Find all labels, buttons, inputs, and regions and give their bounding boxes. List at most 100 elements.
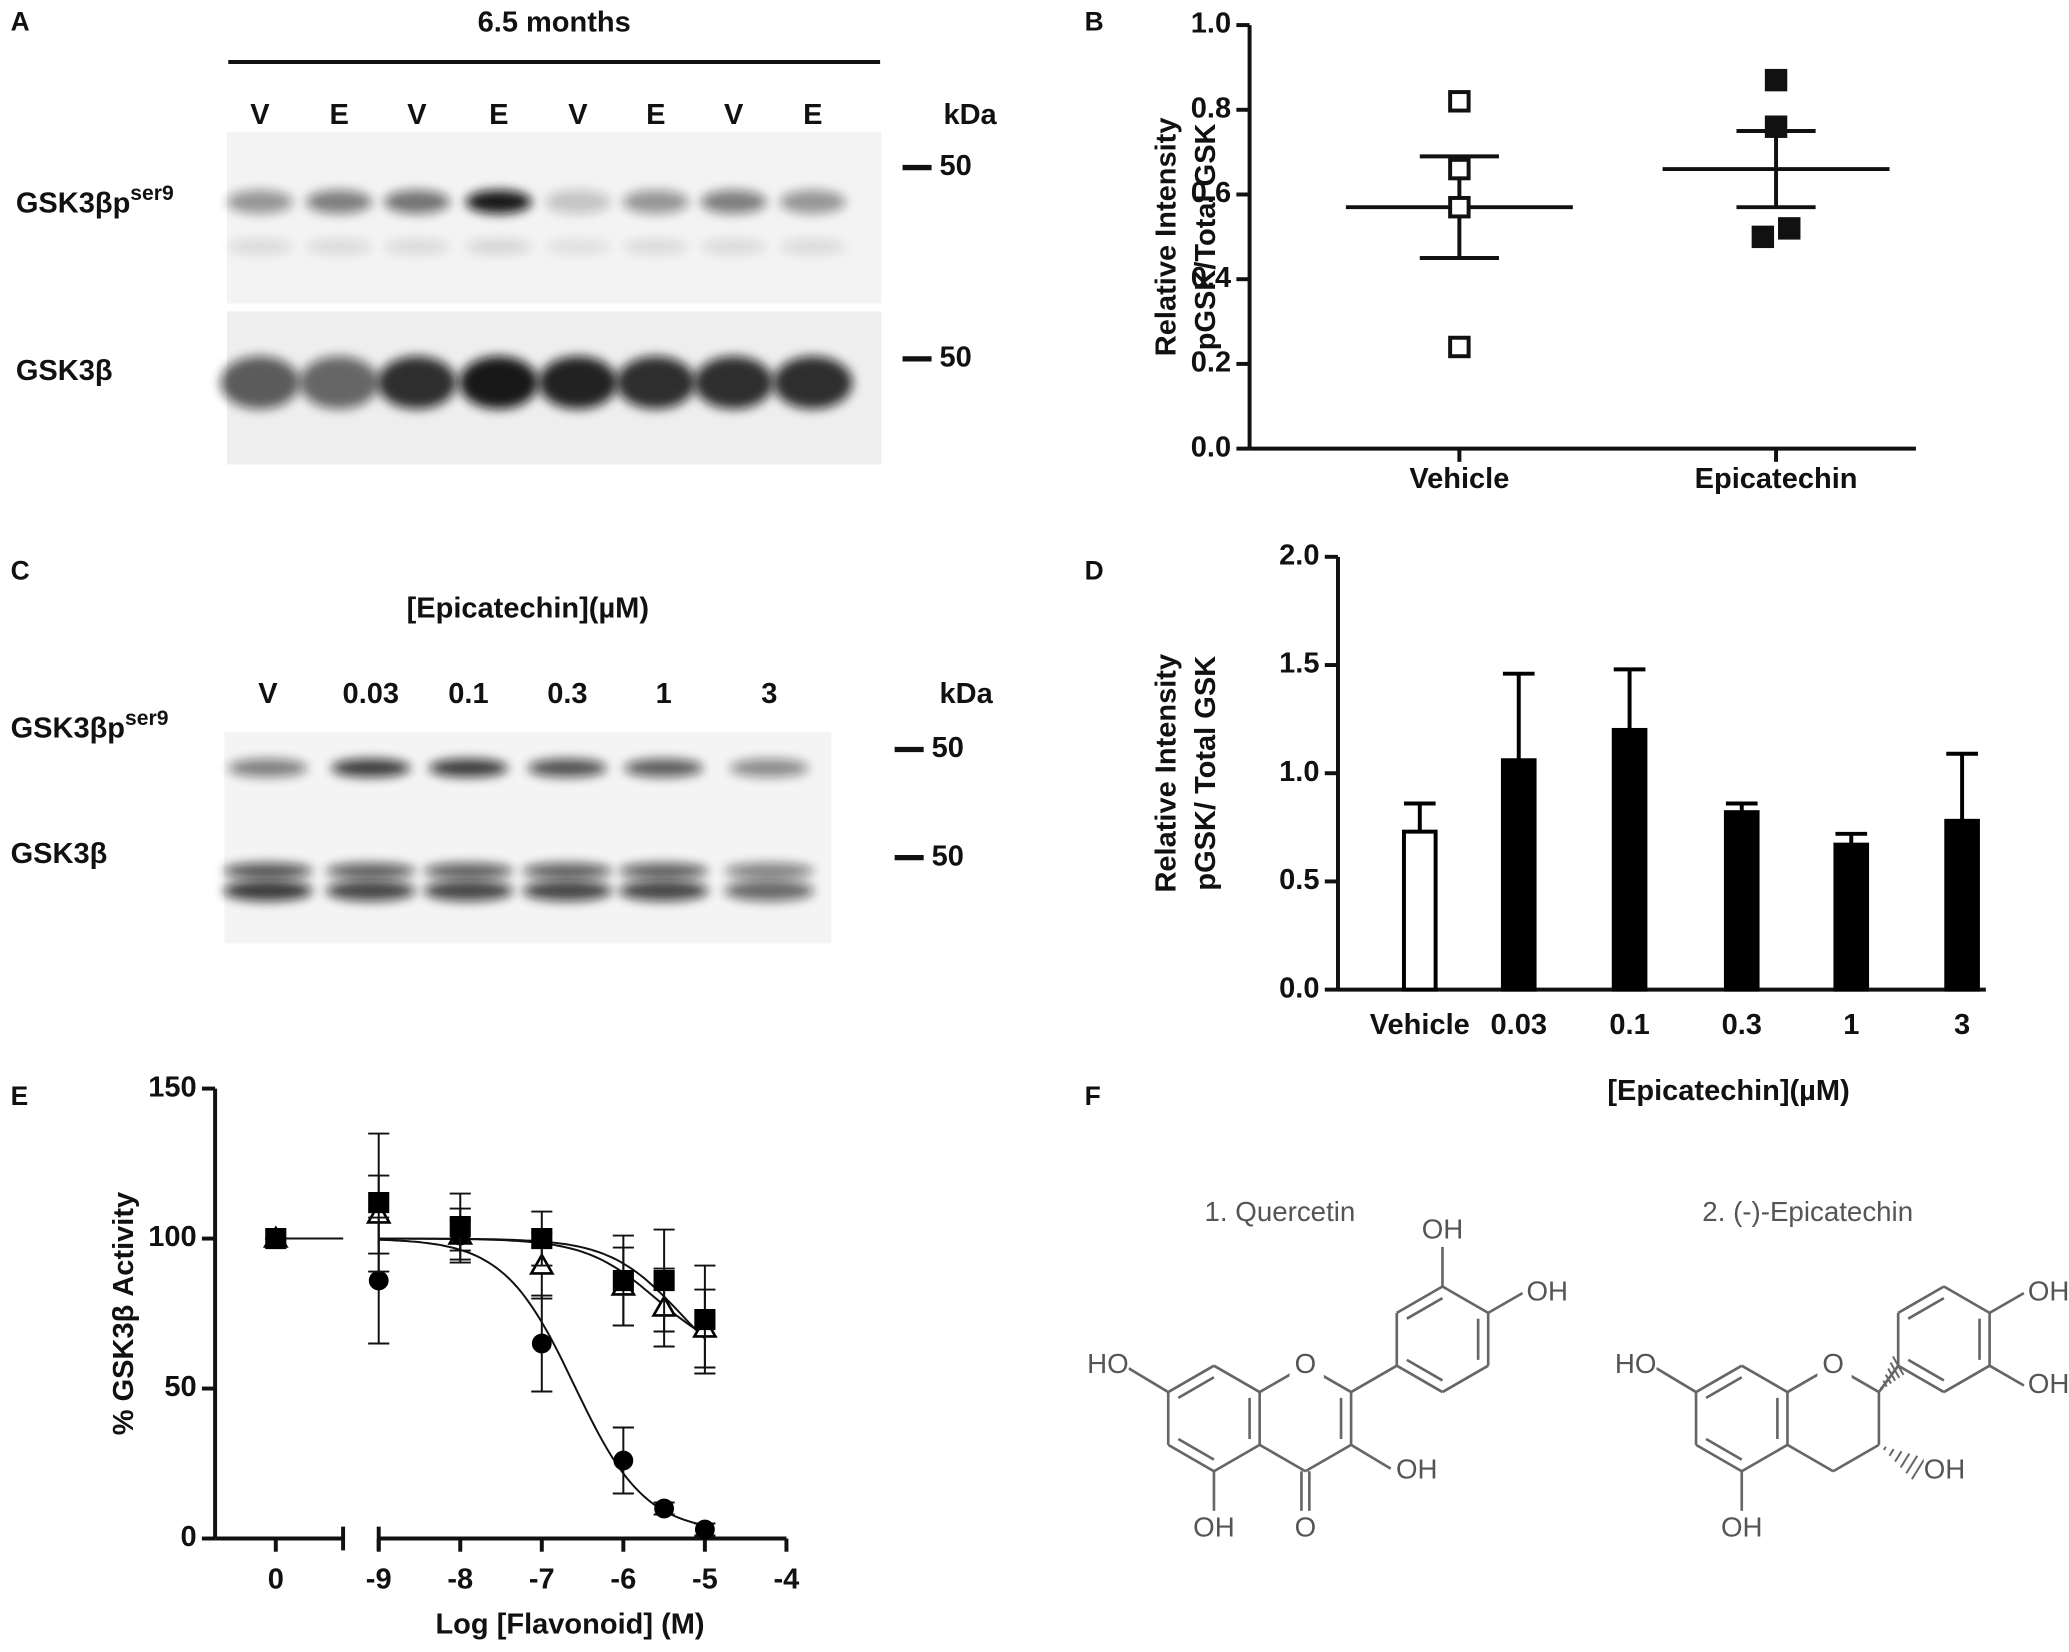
bond bbox=[1889, 1361, 1901, 1379]
lane-label: E bbox=[489, 99, 508, 131]
data-point bbox=[531, 1333, 552, 1354]
band bbox=[779, 190, 846, 214]
blot-c: [Epicatechin](µM) V 0.03 0.1 0.3 1 3 kDa GSK3βps… bbox=[11, 592, 994, 944]
bond bbox=[1441, 1285, 1489, 1315]
band bbox=[618, 862, 709, 879]
bond bbox=[1899, 1453, 1911, 1469]
data-point bbox=[1764, 115, 1788, 138]
row-label: GSK3β bbox=[16, 355, 113, 387]
lane-label: E bbox=[329, 99, 348, 131]
bond bbox=[1406, 1358, 1444, 1382]
lane-label: V bbox=[258, 678, 278, 710]
row-name: GSK3βp bbox=[16, 187, 130, 219]
blot-title: [Epicatechin](µM) bbox=[407, 592, 649, 624]
y-tick-label: 1.5 bbox=[1279, 648, 1319, 680]
band bbox=[423, 862, 514, 879]
x-tick-label: 0.03 bbox=[1491, 1009, 1547, 1041]
row-name: GSK3βp bbox=[11, 712, 125, 744]
label-bg bbox=[1198, 1514, 1233, 1544]
atom-label: OH bbox=[1193, 1512, 1235, 1543]
bond bbox=[1350, 1443, 1392, 1470]
blot-background bbox=[226, 131, 882, 304]
y-tick-label: 100 bbox=[148, 1221, 196, 1253]
band bbox=[773, 356, 853, 410]
band bbox=[459, 356, 539, 410]
bond bbox=[1396, 1364, 1444, 1394]
row-superscript: ser9 bbox=[130, 182, 173, 205]
bond bbox=[1943, 1364, 1991, 1394]
bond bbox=[1883, 1446, 1887, 1451]
lane-label: 1 bbox=[656, 678, 672, 710]
atom-label: O bbox=[1295, 1512, 1317, 1543]
bond bbox=[1705, 1376, 1743, 1400]
bond bbox=[1259, 1443, 1307, 1473]
marker-label: 50 bbox=[932, 732, 964, 764]
band bbox=[306, 190, 373, 214]
panel-label: D bbox=[1085, 556, 1104, 586]
band bbox=[779, 238, 846, 255]
band bbox=[538, 356, 618, 410]
panel-label: B bbox=[1085, 7, 1104, 37]
bond bbox=[1897, 1285, 1945, 1315]
x-tick-label: Epicatechin bbox=[1695, 463, 1858, 495]
bond bbox=[1213, 1364, 1261, 1394]
structure-name: 1. Quercetin bbox=[1205, 1196, 1356, 1227]
x-tick-label: 0.3 bbox=[1722, 1009, 1762, 1041]
band bbox=[428, 758, 509, 778]
bond bbox=[1880, 1386, 1884, 1390]
error-bar bbox=[1502, 671, 1535, 761]
atom-label: OH bbox=[1721, 1512, 1763, 1543]
label-bg bbox=[1395, 1456, 1431, 1486]
y-tick-label: 0.0 bbox=[1279, 972, 1319, 1004]
band bbox=[700, 238, 767, 255]
band bbox=[622, 190, 689, 214]
atom-label: OH bbox=[1526, 1275, 1568, 1306]
band bbox=[223, 862, 313, 879]
data-point bbox=[1448, 335, 1471, 359]
bar bbox=[1500, 758, 1537, 992]
band bbox=[299, 356, 379, 410]
y-tick-label: 0.8 bbox=[1191, 92, 1231, 124]
atom-label: OH bbox=[2028, 1368, 2069, 1399]
panel-label: E bbox=[11, 1081, 29, 1111]
data-point bbox=[612, 1269, 634, 1292]
row-name: GSK3β bbox=[16, 355, 113, 387]
panel-label: A bbox=[11, 7, 30, 37]
data-point bbox=[449, 1216, 471, 1238]
band bbox=[226, 238, 293, 255]
bond bbox=[1832, 1443, 1880, 1473]
band bbox=[223, 880, 313, 902]
band bbox=[377, 356, 457, 410]
atom-label: OH bbox=[1396, 1454, 1438, 1485]
y-tick-label: 0.4 bbox=[1191, 262, 1231, 294]
lane-label: 0.03 bbox=[343, 678, 399, 710]
bond bbox=[1695, 1443, 1743, 1473]
bar bbox=[1723, 810, 1760, 992]
bond bbox=[1695, 1364, 1743, 1394]
bond bbox=[1888, 1448, 1895, 1457]
x-tick-label: Vehicle bbox=[1409, 463, 1509, 495]
lane-label: E bbox=[646, 99, 665, 131]
label-bg bbox=[1526, 1278, 1561, 1308]
atom-label: HO bbox=[1615, 1348, 1657, 1379]
data-point bbox=[1778, 217, 1801, 240]
error-bar bbox=[1946, 751, 1978, 821]
band bbox=[228, 758, 308, 778]
x-tick-label: -8 bbox=[447, 1563, 473, 1595]
marker-label: 50 bbox=[939, 150, 971, 182]
y-tick-label: 0 bbox=[180, 1521, 196, 1553]
atom-label: HO bbox=[1087, 1348, 1129, 1379]
bond bbox=[1894, 1450, 1903, 1463]
y-tick-label: 0.5 bbox=[1279, 864, 1319, 896]
bond bbox=[1786, 1443, 1834, 1473]
bond bbox=[1741, 1364, 1789, 1394]
data-point bbox=[1448, 195, 1471, 219]
atom-label: O bbox=[1295, 1348, 1317, 1379]
bar bbox=[1833, 842, 1870, 992]
row-superscript: ser9 bbox=[125, 707, 168, 730]
band bbox=[522, 862, 613, 879]
band bbox=[423, 880, 514, 902]
atom-label: O bbox=[1822, 1348, 1844, 1379]
bond bbox=[1177, 1376, 1215, 1400]
error-bar bbox=[1403, 801, 1436, 832]
